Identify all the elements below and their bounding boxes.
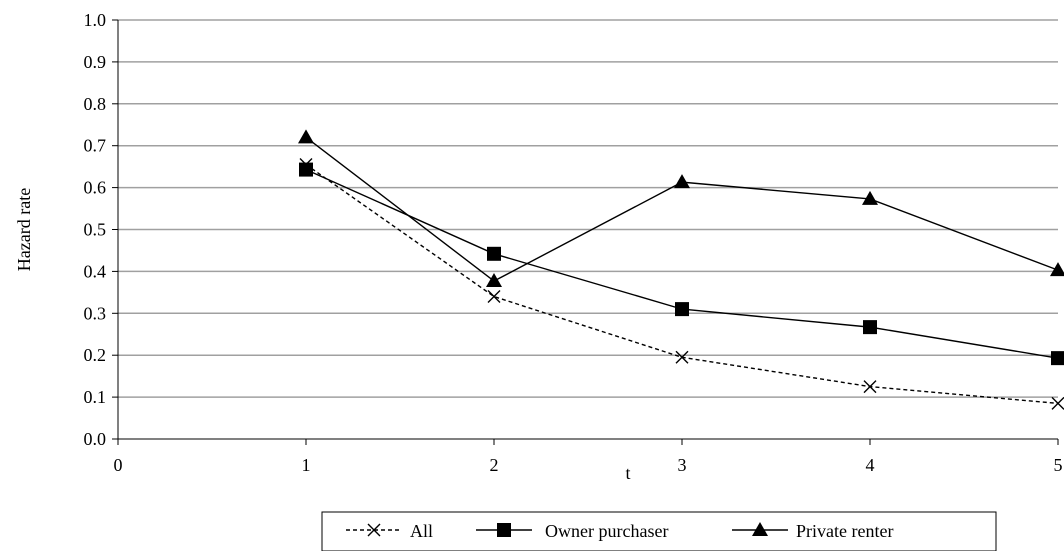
data-point-all bbox=[1051, 396, 1064, 410]
y-tick-label: 0.3 bbox=[84, 303, 107, 323]
x-axis-title: t bbox=[625, 463, 630, 483]
y-tick-label: 0.9 bbox=[84, 52, 107, 72]
y-tick-label: 0.0 bbox=[84, 429, 107, 449]
data-point-owner-purchaser bbox=[1051, 351, 1064, 366]
legend-marker-owner-purchaser bbox=[497, 523, 511, 537]
x-tick-label: 5 bbox=[1054, 455, 1063, 475]
series-line-all bbox=[305, 163, 1059, 405]
data-point-owner-purchaser bbox=[863, 320, 877, 335]
legend-item-owner-purchaser: Owner purchaser bbox=[476, 521, 668, 541]
series-owner-purchaser bbox=[299, 162, 1064, 366]
y-tick-label: 0.6 bbox=[84, 178, 107, 198]
legend-label: All bbox=[410, 521, 433, 541]
data-point-owner-purchaser bbox=[675, 302, 689, 317]
series-private-renter bbox=[298, 129, 1064, 288]
legend-item-private-renter: Private renter bbox=[732, 521, 893, 541]
series-lines bbox=[298, 129, 1064, 410]
grid-lines bbox=[118, 19, 1058, 398]
data-point-owner-purchaser bbox=[299, 162, 313, 177]
legend-marker-private-renter bbox=[752, 522, 768, 536]
x-tick-label: 0 bbox=[114, 455, 123, 475]
y-tick-label: 0.5 bbox=[84, 220, 107, 240]
data-point-private-renter bbox=[486, 273, 502, 288]
x-tick-label: 1 bbox=[302, 455, 311, 475]
y-tick-label: 0.1 bbox=[84, 387, 107, 407]
y-tick-label: 0.7 bbox=[84, 136, 107, 156]
y-tick-label: 1.0 bbox=[84, 10, 107, 30]
data-point-owner-purchaser bbox=[487, 246, 501, 261]
data-point-private-renter bbox=[1050, 262, 1064, 277]
axes bbox=[112, 19, 1059, 445]
y-tick-label: 0.2 bbox=[84, 345, 107, 365]
tick-labels: 0.0 0.1 0.2 0.3 0.4 0.5 0.6 0.7 0.8 0.9 1.0 0 1 2 3 4 5 bbox=[84, 10, 1063, 475]
data-point-private-renter bbox=[298, 129, 314, 144]
legend: All Owner purchaser Private renter bbox=[321, 511, 997, 551]
legend-item-all: All bbox=[346, 521, 433, 541]
data-point-all bbox=[487, 290, 501, 304]
data-point-all bbox=[675, 350, 689, 364]
data-point-all bbox=[863, 380, 877, 394]
y-axis-title: Hazard rate bbox=[14, 188, 34, 271]
x-tick-label: 2 bbox=[490, 455, 499, 475]
legend-label: Owner purchaser bbox=[545, 521, 668, 541]
data-point-private-renter bbox=[674, 174, 690, 189]
series-line-owner-purchaser bbox=[305, 168, 1059, 359]
y-tick-label: 0.8 bbox=[84, 94, 107, 114]
data-point-private-renter bbox=[862, 190, 878, 205]
y-tick-label: 0.4 bbox=[84, 261, 107, 281]
legend-marker-all bbox=[367, 523, 381, 537]
x-tick-label: 3 bbox=[678, 455, 687, 475]
legend-label: Private renter bbox=[796, 521, 893, 541]
legend-box bbox=[321, 511, 997, 551]
series-line-private-renter bbox=[305, 136, 1059, 282]
x-tick-label: 4 bbox=[866, 455, 875, 475]
series-all bbox=[299, 158, 1064, 410]
